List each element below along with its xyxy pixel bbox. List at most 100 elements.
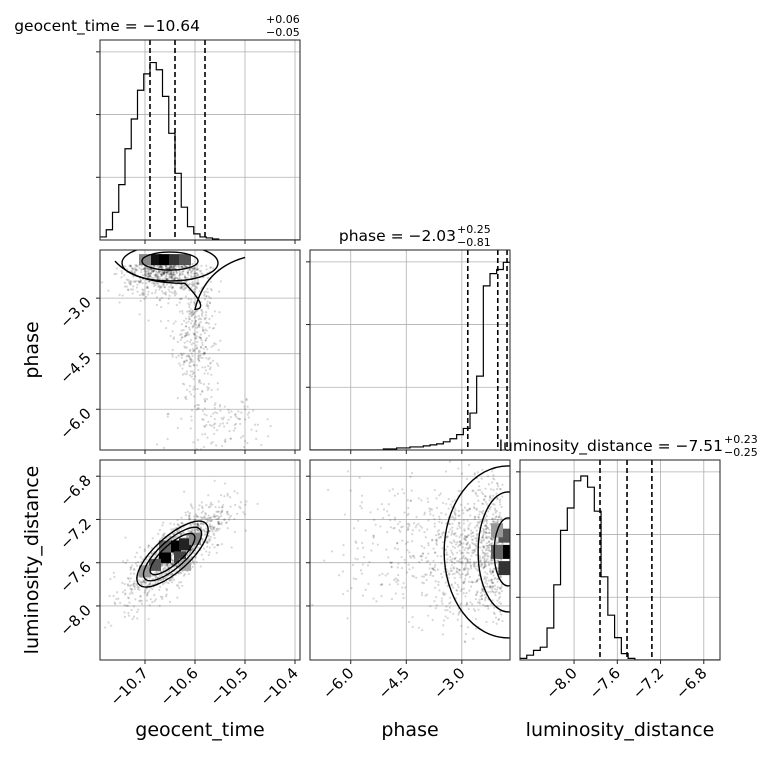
scatter-point <box>466 542 469 545</box>
scatter-point <box>132 585 136 588</box>
scatter-point <box>463 548 466 551</box>
scatter-point <box>144 589 147 592</box>
scatter-point <box>489 562 492 565</box>
scatter-point <box>146 275 149 278</box>
scatter-point <box>204 339 207 342</box>
scatter-point <box>435 542 438 545</box>
scatter-point <box>498 601 501 604</box>
scatter-point <box>143 297 146 301</box>
scatter-point <box>181 531 184 534</box>
scatter-point <box>213 310 217 313</box>
scatter-point <box>491 559 494 562</box>
scatter-point <box>405 571 409 574</box>
scatter-point <box>221 506 224 509</box>
scatter-point <box>152 277 155 280</box>
scatter-point <box>197 274 200 277</box>
scatter-point <box>139 279 142 282</box>
scatter-point <box>204 345 207 349</box>
scatter-point <box>449 610 452 614</box>
scatter-point <box>395 542 399 545</box>
scatter-point <box>219 280 222 283</box>
scatter-point <box>179 571 182 574</box>
scatter-point <box>200 501 204 504</box>
scatter-point <box>130 564 134 567</box>
scatter-point <box>148 274 151 277</box>
scatter-point <box>472 534 475 538</box>
scatter-point <box>191 528 194 531</box>
scatter-point <box>460 557 464 560</box>
scatter-point <box>131 288 134 291</box>
scatter-point <box>444 592 447 595</box>
scatter-point <box>500 613 503 616</box>
scatter-point <box>400 566 404 570</box>
scatter-point <box>138 588 141 591</box>
scatter-point <box>471 580 474 584</box>
scatter-point <box>481 589 484 593</box>
scatter-point <box>478 560 482 563</box>
scatter-point <box>181 373 184 376</box>
scatter-point <box>482 498 486 502</box>
scatter-point <box>451 515 454 518</box>
scatter-point <box>171 353 174 356</box>
scatter-point <box>118 293 121 297</box>
scatter-point <box>156 274 159 277</box>
scatter-point <box>213 546 216 549</box>
scatter-point <box>234 413 237 416</box>
scatter-point <box>203 407 207 410</box>
scatter-point <box>199 269 203 273</box>
scatter-point <box>148 267 151 271</box>
scatter-point <box>402 492 406 495</box>
scatter-point <box>147 275 150 278</box>
scatter-point <box>181 273 185 276</box>
scatter-point <box>408 620 411 624</box>
scatter-point <box>129 566 132 569</box>
scatter-point <box>180 333 183 336</box>
scatter-point <box>164 264 167 267</box>
scatter-point <box>213 536 216 540</box>
scatter-point <box>195 408 198 411</box>
scatter-point <box>201 389 204 393</box>
scatter-point <box>217 510 221 513</box>
scatter-point <box>448 602 451 605</box>
histogram-luminosity-distance <box>520 475 720 660</box>
scatter-point <box>195 347 199 350</box>
scatter-point <box>485 560 488 563</box>
scatter-point <box>206 541 209 545</box>
scatter-point <box>195 364 199 367</box>
scatter-point <box>195 514 198 518</box>
scatter-point <box>187 273 190 277</box>
scatter-point <box>179 287 182 290</box>
scatter-point <box>190 274 193 277</box>
scatter-point <box>171 573 174 576</box>
scatter-point <box>153 580 157 583</box>
scatter-point <box>488 499 491 502</box>
scatter-point <box>146 276 149 279</box>
scatter-point <box>159 578 163 581</box>
scatter-point <box>213 515 216 518</box>
scatter-point <box>190 343 193 346</box>
scatter-point <box>171 264 174 268</box>
scatter-point <box>147 280 151 283</box>
scatter-point <box>418 529 421 532</box>
scatter-point <box>191 354 194 357</box>
scatter-point <box>356 547 359 550</box>
scatter-point <box>466 602 469 606</box>
scatter-point <box>475 580 479 583</box>
scatter-point <box>227 513 230 516</box>
scatter-point <box>198 350 202 353</box>
scatter-point <box>201 343 204 347</box>
scatter-point <box>483 562 487 566</box>
scatter-point <box>205 424 208 427</box>
scatter-point <box>379 525 382 528</box>
scatter-point <box>491 569 494 572</box>
scatter-point <box>156 276 159 279</box>
scatter-point <box>139 556 142 559</box>
scatter-point <box>201 510 205 513</box>
scatter-point <box>247 411 251 414</box>
scatter-point <box>162 271 165 274</box>
scatter-point <box>477 480 480 484</box>
scatter-point <box>420 499 423 502</box>
scatter-point <box>484 599 487 602</box>
scatter-point <box>172 273 175 276</box>
scatter-point <box>457 489 460 493</box>
